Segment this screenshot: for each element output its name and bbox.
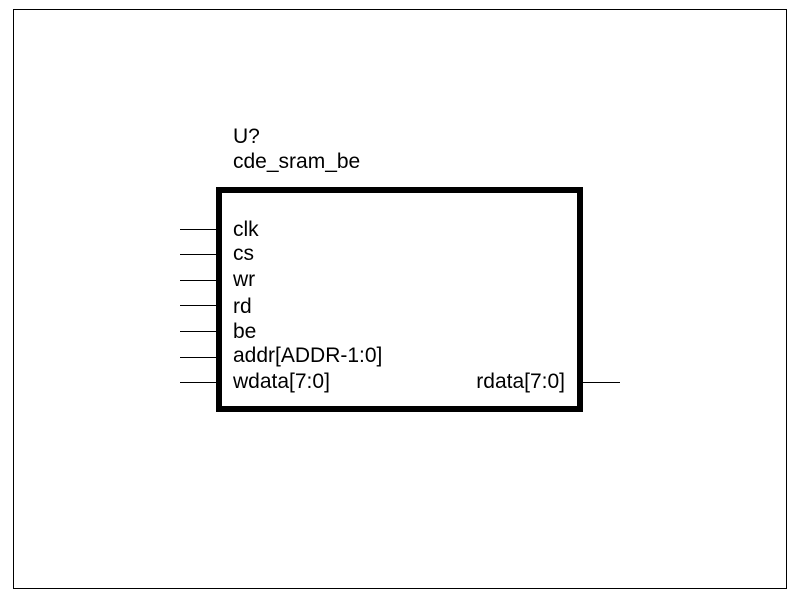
pin-label-rd: rd (233, 295, 252, 318)
pin-label-addr: addr[ADDR-1:0] (233, 344, 383, 367)
pin-wire-cs (180, 254, 217, 255)
pin-wire-wdata (180, 382, 217, 383)
reference-designator: U? (233, 125, 260, 148)
pin-wire-addr (180, 357, 217, 358)
pin-label-wr: wr (233, 268, 256, 291)
component-body[interactable] (216, 187, 583, 412)
pin-label-clk: clk (233, 218, 259, 241)
pin-wire-clk (180, 229, 217, 230)
pin-wire-wr (180, 280, 217, 281)
sheet-border (13, 9, 787, 589)
part-name: cde_sram_be (233, 150, 361, 173)
pin-wire-rd (180, 305, 217, 306)
pin-wire-rdata (582, 382, 620, 383)
pin-wire-be (180, 331, 217, 332)
pin-label-be: be (233, 320, 257, 343)
pin-label-rdata: rdata[7:0] (476, 370, 565, 393)
pin-label-wdata: wdata[7:0] (233, 370, 330, 393)
pin-label-cs: cs (233, 242, 254, 265)
